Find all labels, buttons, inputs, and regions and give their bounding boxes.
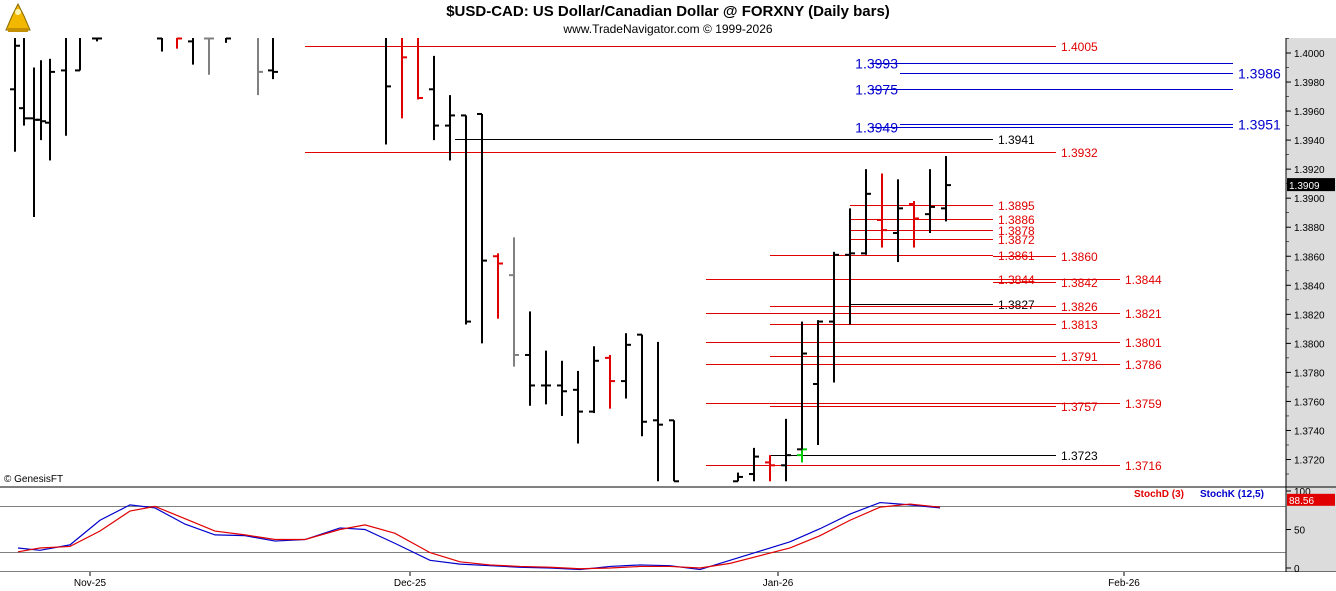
- level-label: 1.3886: [998, 213, 1035, 227]
- level-label: 1.3860: [1061, 250, 1098, 264]
- chart-subtitle: www.TradeNavigator.com © 1999-2026: [563, 22, 773, 36]
- time-tick-label: Nov-25: [74, 578, 107, 589]
- price-tick-label: 1.3780: [1294, 368, 1325, 379]
- level-label: 1.3826: [1061, 300, 1098, 314]
- price-tick-label: 1.3800: [1294, 339, 1325, 350]
- level-label: 1.3801: [1125, 336, 1162, 350]
- stoch-tick-label: 100: [1294, 487, 1311, 498]
- last-price-box: [1287, 178, 1335, 192]
- price-tick-label: 1.3720: [1294, 456, 1325, 467]
- level-label: 1.3993: [855, 56, 898, 72]
- price-tick-label: 1.3960: [1294, 107, 1325, 118]
- level-label: 1.3951: [1238, 117, 1281, 133]
- price-tick-label: 1.3980: [1294, 78, 1325, 89]
- level-label: 1.3975: [855, 82, 898, 98]
- level-label: 1.3723: [1061, 449, 1098, 463]
- price-axis-band: [1286, 38, 1336, 572]
- level-label: 1.3821: [1125, 307, 1162, 321]
- level-label: 1.3844: [1125, 273, 1162, 287]
- chart-title: $USD-CAD: US Dollar/Canadian Dollar @ FO…: [446, 3, 890, 20]
- copyright-label: © GenesisFT: [4, 474, 64, 485]
- price-tick-label: 1.3860: [1294, 252, 1325, 263]
- price-tick-label: 1.3760: [1294, 397, 1325, 408]
- stochd-legend: StochD (3): [1134, 489, 1184, 500]
- level-label: 1.3813: [1061, 318, 1098, 332]
- price-tick-label: 1.3880: [1294, 223, 1325, 234]
- stoch-value-box: [1287, 493, 1335, 506]
- time-axis-band: [0, 572, 1336, 591]
- time-tick-label: Feb-26: [1108, 578, 1140, 589]
- stoch-tick-label: 50: [1294, 526, 1306, 537]
- stoch-value-label: 88.56: [1289, 496, 1314, 507]
- price-bars: [10, 37, 951, 483]
- trade-navigator-logo-icon: [5, 2, 31, 32]
- level-label: 1.3878: [998, 224, 1035, 238]
- price-tick-label: 1.3740: [1294, 426, 1325, 437]
- level-label: 1.3827: [998, 298, 1035, 312]
- level-label: 1.3791: [1061, 350, 1098, 364]
- stoch-series-line: [17, 503, 941, 570]
- level-label: 1.3932: [1061, 146, 1098, 160]
- price-tick-label: 1.4000: [1294, 49, 1325, 60]
- level-label: 1.4005: [1061, 40, 1098, 54]
- price-tick-label: 1.3900: [1294, 194, 1325, 205]
- stoch-series-line: [17, 501, 941, 571]
- level-label: 1.3757: [1061, 400, 1098, 414]
- level-label: 1.3941: [998, 133, 1035, 147]
- last-price-label: 1.3909: [1289, 181, 1320, 192]
- level-label: 1.3716: [1125, 459, 1162, 473]
- level-label: 1.3895: [998, 199, 1035, 213]
- time-tick-label: Dec-25: [394, 578, 427, 589]
- level-label: 1.3786: [1125, 358, 1162, 372]
- level-label: 1.3842: [1061, 276, 1098, 290]
- price-tick-label: 1.3820: [1294, 310, 1325, 321]
- level-label: 1.3872: [998, 233, 1035, 247]
- price-tick-label: 1.3940: [1294, 136, 1325, 147]
- level-label: 1.3861: [998, 249, 1035, 263]
- stochk-legend: StochK (12,5): [1200, 489, 1264, 500]
- price-tick-label: 1.3840: [1294, 281, 1325, 292]
- level-label: 1.3949: [855, 120, 898, 136]
- level-label: 1.3986: [1238, 66, 1281, 82]
- stoch-tick-label: 0: [1294, 564, 1300, 575]
- time-tick-label: Jan-26: [763, 578, 794, 589]
- level-label: 1.3759: [1125, 397, 1162, 411]
- price-tick-label: 1.3920: [1294, 165, 1325, 176]
